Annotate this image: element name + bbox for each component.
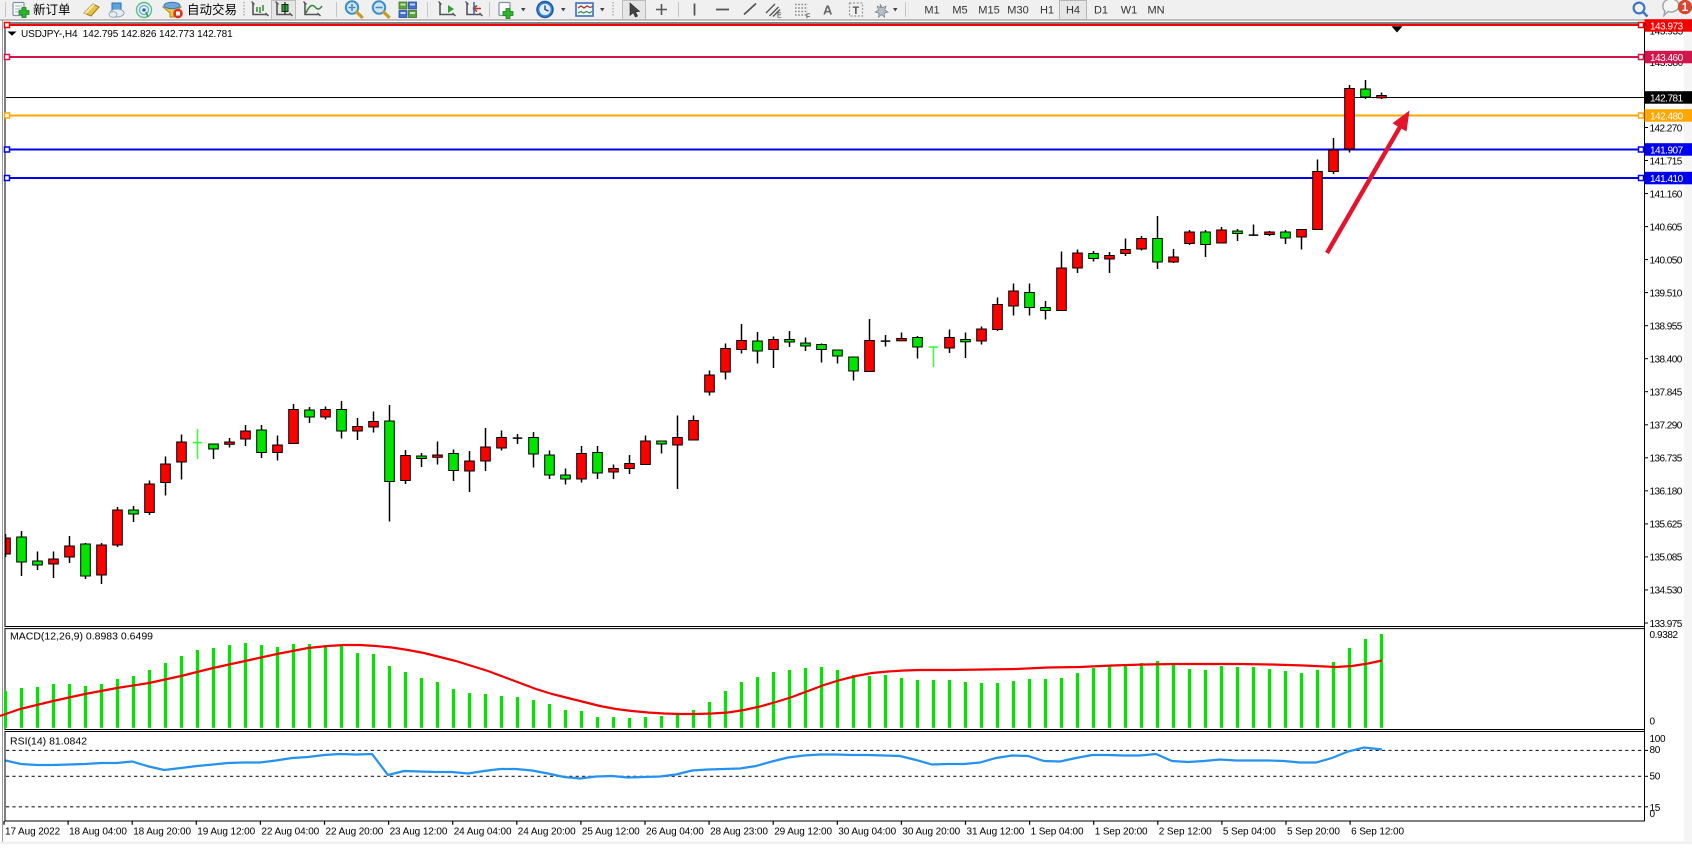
svg-text:1 Sep 04:00: 1 Sep 04:00 xyxy=(1031,827,1084,838)
svg-text:142.781: 142.781 xyxy=(1650,93,1684,104)
svg-text:1: 1 xyxy=(1682,2,1689,14)
svg-text:24 Aug 04:00: 24 Aug 04:00 xyxy=(454,827,512,838)
svg-text:5 Sep 04:00: 5 Sep 04:00 xyxy=(1223,827,1276,838)
svg-text:MACD(12,26,9) 0.8983 0.6499: MACD(12,26,9) 0.8983 0.6499 xyxy=(10,631,153,643)
svg-text:M1: M1 xyxy=(924,5,939,17)
svg-text:22 Aug 20:00: 22 Aug 20:00 xyxy=(326,827,384,838)
svg-text:135.625: 135.625 xyxy=(1650,520,1683,531)
svg-text:0: 0 xyxy=(1650,717,1656,728)
svg-text:136.735: 136.735 xyxy=(1650,454,1683,465)
svg-text:137.290: 137.290 xyxy=(1650,421,1683,432)
svg-text:H1: H1 xyxy=(1040,5,1054,17)
svg-text:141.907: 141.907 xyxy=(1650,145,1684,156)
svg-text:30 Aug 20:00: 30 Aug 20:00 xyxy=(902,827,960,838)
svg-text:18 Aug 20:00: 18 Aug 20:00 xyxy=(133,827,191,838)
svg-text:1 Sep 20:00: 1 Sep 20:00 xyxy=(1095,827,1148,838)
svg-text:143.460: 143.460 xyxy=(1650,53,1684,64)
svg-text:18 Aug 04:00: 18 Aug 04:00 xyxy=(69,827,127,838)
svg-text:142.270: 142.270 xyxy=(1650,123,1683,134)
svg-text:自动交易: 自动交易 xyxy=(187,2,237,17)
svg-text:136.180: 136.180 xyxy=(1650,487,1683,498)
svg-text:5 Sep 20:00: 5 Sep 20:00 xyxy=(1287,827,1340,838)
svg-text:23 Aug 12:00: 23 Aug 12:00 xyxy=(390,827,448,838)
svg-text:MN: MN xyxy=(1147,5,1164,17)
svg-text:139.510: 139.510 xyxy=(1650,288,1683,299)
svg-text:26 Aug 04:00: 26 Aug 04:00 xyxy=(646,827,704,838)
svg-text:140.605: 140.605 xyxy=(1650,222,1683,233)
svg-text:22 Aug 04:00: 22 Aug 04:00 xyxy=(261,827,319,838)
svg-text:141.160: 141.160 xyxy=(1650,189,1683,200)
svg-text:50: 50 xyxy=(1650,772,1661,783)
svg-text:M30: M30 xyxy=(1007,5,1028,17)
svg-text:USDJPY-,H4 142.795 142.826 14: USDJPY-,H4 142.795 142.826 142.773 142.7… xyxy=(21,29,233,40)
svg-text:135.085: 135.085 xyxy=(1650,553,1683,564)
svg-text:0: 0 xyxy=(1650,809,1656,820)
svg-text:6 Sep 12:00: 6 Sep 12:00 xyxy=(1351,827,1404,838)
svg-text:141.715: 141.715 xyxy=(1650,156,1683,167)
svg-text:25 Aug 12:00: 25 Aug 12:00 xyxy=(582,827,640,838)
svg-text:138.400: 138.400 xyxy=(1650,355,1683,366)
svg-text:0.9382: 0.9382 xyxy=(1650,630,1679,641)
svg-text:D1: D1 xyxy=(1094,5,1108,17)
svg-text:134.530: 134.530 xyxy=(1650,586,1683,597)
svg-text:137.845: 137.845 xyxy=(1650,388,1683,399)
svg-text:24 Aug 20:00: 24 Aug 20:00 xyxy=(518,827,576,838)
svg-text:138.955: 138.955 xyxy=(1650,322,1683,333)
svg-text:H4: H4 xyxy=(1066,5,1080,17)
svg-text:W1: W1 xyxy=(1121,5,1138,17)
svg-text:100: 100 xyxy=(1650,734,1667,745)
svg-text:RSI(14) 81.0842: RSI(14) 81.0842 xyxy=(10,736,87,748)
svg-text:31 Aug 12:00: 31 Aug 12:00 xyxy=(967,827,1025,838)
svg-text:19 Aug 12:00: 19 Aug 12:00 xyxy=(197,827,255,838)
svg-text:T: T xyxy=(853,5,860,17)
svg-text:A: A xyxy=(823,3,833,18)
svg-text:M15: M15 xyxy=(978,5,999,17)
svg-text:142.480: 142.480 xyxy=(1650,111,1684,122)
svg-text:E: E xyxy=(777,13,782,20)
svg-text:28 Aug 23:00: 28 Aug 23:00 xyxy=(710,827,768,838)
svg-text:143.973: 143.973 xyxy=(1650,21,1684,32)
svg-text:新订单: 新订单 xyxy=(33,2,71,17)
svg-text:30 Aug 04:00: 30 Aug 04:00 xyxy=(838,827,896,838)
svg-text:140.050: 140.050 xyxy=(1650,255,1683,266)
svg-text:2 Sep 12:00: 2 Sep 12:00 xyxy=(1159,827,1212,838)
svg-text:M5: M5 xyxy=(952,5,967,17)
svg-text:80: 80 xyxy=(1650,745,1661,756)
svg-text:141.410: 141.410 xyxy=(1650,174,1684,185)
svg-text:F: F xyxy=(806,14,810,21)
svg-text:17 Aug 2022: 17 Aug 2022 xyxy=(5,827,61,838)
svg-text:29 Aug 12:00: 29 Aug 12:00 xyxy=(774,827,832,838)
svg-text:133.975: 133.975 xyxy=(1650,619,1683,630)
